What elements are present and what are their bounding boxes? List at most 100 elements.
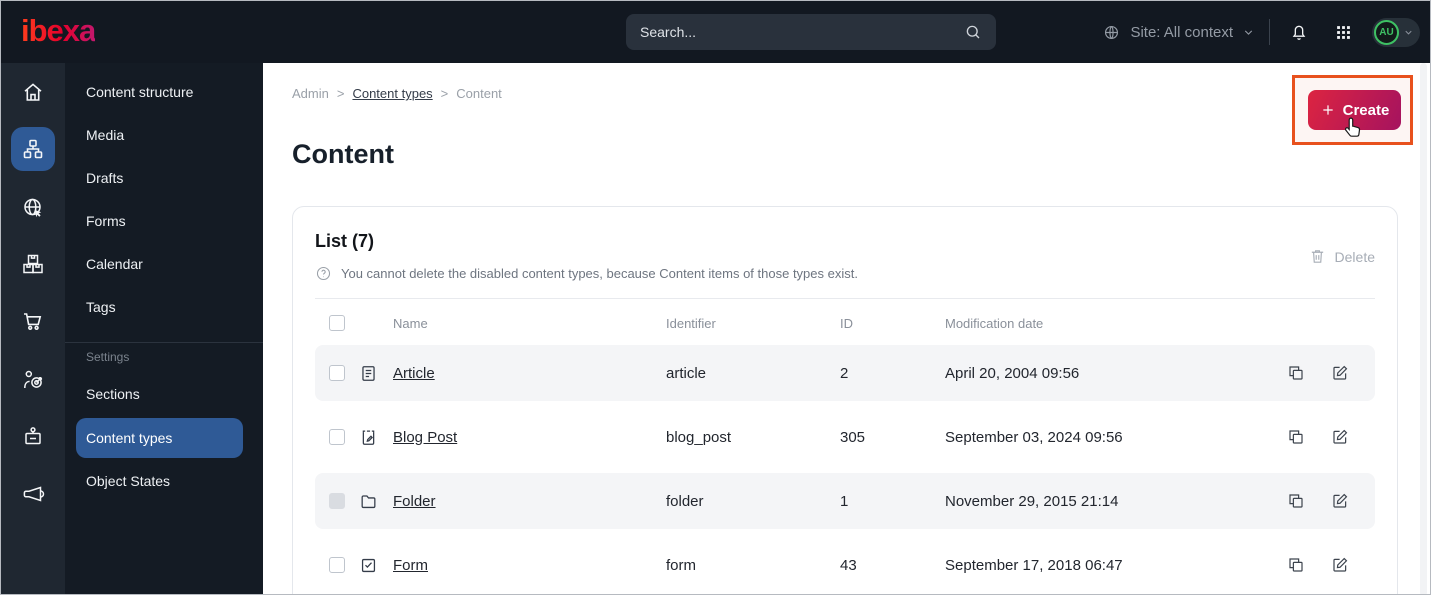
scrollbar[interactable] xyxy=(1420,63,1427,594)
sidebar-item-media[interactable]: Media xyxy=(65,121,263,149)
row-actions xyxy=(1279,428,1375,446)
sidebar-item-forms[interactable]: Forms xyxy=(65,207,263,235)
page-title: Content xyxy=(292,139,394,169)
cart-icon[interactable] xyxy=(21,309,45,333)
create-button[interactable]: Create xyxy=(1308,90,1401,130)
edit-icon[interactable] xyxy=(1331,364,1349,382)
row-actions xyxy=(1279,492,1375,510)
sidebar-item-calendar[interactable]: Calendar xyxy=(65,250,263,278)
sidebar-item-label: Forms xyxy=(86,213,126,229)
edit-icon[interactable] xyxy=(1331,492,1349,510)
row-checkbox[interactable] xyxy=(329,429,345,445)
main-content: Admin > Content types > Content Create C… xyxy=(263,63,1430,594)
site-context-label: Site: All context xyxy=(1130,23,1233,41)
row-checkbox-disabled xyxy=(329,493,345,509)
table-row: Folder folder 1 November 29, 2015 21:14 xyxy=(315,473,1375,529)
megaphone-icon[interactable] xyxy=(21,482,45,506)
row-actions xyxy=(1279,556,1375,574)
global-search[interactable] xyxy=(626,14,996,50)
panel-hint: You cannot delete the disabled content t… xyxy=(315,265,1375,282)
column-header-name: Name xyxy=(393,315,428,331)
row-checkbox[interactable] xyxy=(329,365,345,381)
ibexa-logo[interactable]: ibexa xyxy=(21,13,96,48)
annotation-highlight: Create xyxy=(1292,75,1413,145)
id-cell: 43 xyxy=(840,556,857,574)
content-tree-icon[interactable] xyxy=(21,137,45,161)
trash-icon xyxy=(1309,248,1326,265)
breadcrumb-admin[interactable]: Admin xyxy=(292,86,329,101)
search-input[interactable] xyxy=(640,24,964,40)
table-row: Article article 2 April 20, 2004 09:56 xyxy=(315,345,1375,401)
avatar: AU xyxy=(1374,19,1399,45)
sidebar-item-drafts[interactable]: Drafts xyxy=(65,164,263,192)
copy-icon[interactable] xyxy=(1287,428,1305,446)
modification-date-cell: September 17, 2018 06:47 xyxy=(945,556,1123,574)
panel-hint-text: You cannot delete the disabled content t… xyxy=(341,266,858,281)
identifier-cell: form xyxy=(666,556,696,574)
sidebar-settings-label: Settings xyxy=(86,350,130,364)
topbar-divider xyxy=(1269,19,1270,45)
delete-button[interactable]: Delete xyxy=(1309,248,1375,265)
article-icon xyxy=(359,364,378,383)
sidebar-item-label: Tags xyxy=(86,299,116,315)
copy-icon[interactable] xyxy=(1287,556,1305,574)
modification-date-cell: November 29, 2015 21:14 xyxy=(945,492,1119,510)
user-menu[interactable]: AU xyxy=(1372,17,1420,47)
site-context-switcher[interactable]: Site: All context xyxy=(1102,23,1255,42)
content-types-panel: List (7) Delete You cannot delete the di… xyxy=(292,206,1398,594)
edit-icon[interactable] xyxy=(1331,428,1349,446)
globe-icon xyxy=(1102,23,1121,42)
sidebar-item-object-states[interactable]: Object States xyxy=(65,467,263,495)
home-icon[interactable] xyxy=(21,80,45,104)
chevron-down-icon xyxy=(1403,27,1414,38)
search-icon[interactable] xyxy=(964,23,982,41)
question-circle-icon xyxy=(315,265,332,282)
copy-icon[interactable] xyxy=(1287,364,1305,382)
content-type-link[interactable]: Form xyxy=(393,556,428,574)
badge-icon[interactable] xyxy=(21,425,45,449)
edit-icon[interactable] xyxy=(1331,556,1349,574)
select-all-checkbox[interactable] xyxy=(329,315,345,331)
sidebar-item-tags[interactable]: Tags xyxy=(65,293,263,321)
content-type-link[interactable]: Blog Post xyxy=(393,428,458,446)
breadcrumb-separator: > xyxy=(440,86,449,101)
create-button-label: Create xyxy=(1342,101,1390,119)
copy-icon[interactable] xyxy=(1287,492,1305,510)
audience-target-icon[interactable] xyxy=(21,368,45,392)
sidebar-item-sections[interactable]: Sections xyxy=(65,380,263,408)
sidebar-item-label: Sections xyxy=(86,386,140,402)
breadcrumb-current: Content xyxy=(456,86,502,101)
product-boxes-icon[interactable] xyxy=(21,252,45,276)
sidebar-item-label: Media xyxy=(86,127,125,143)
sidebar-menu: Content structure Media Drafts Forms Cal… xyxy=(65,63,263,594)
sidebar-divider xyxy=(65,342,263,343)
column-header-identifier: Identifier xyxy=(666,315,716,331)
sidebar-item-content-structure[interactable]: Content structure xyxy=(65,78,263,106)
column-header-id: ID xyxy=(840,315,853,331)
id-cell: 2 xyxy=(840,364,849,382)
folder-icon xyxy=(359,492,378,511)
identifier-cell: blog_post xyxy=(666,428,732,446)
topbar-right-cluster: Site: All context AU xyxy=(1102,1,1420,63)
delete-button-label: Delete xyxy=(1334,248,1375,265)
column-header-modification-date: Modification date xyxy=(945,315,1044,331)
blog-post-icon xyxy=(359,428,378,447)
sidebar-item-content-types[interactable]: Content types xyxy=(76,418,243,458)
sidebar-item-label: Calendar xyxy=(86,256,143,272)
app-grid-icon[interactable] xyxy=(1328,17,1358,47)
breadcrumb-content-types[interactable]: Content types xyxy=(352,86,433,101)
id-cell: 1 xyxy=(840,492,849,510)
chevron-down-icon xyxy=(1242,26,1255,39)
breadcrumb: Admin > Content types > Content xyxy=(292,86,502,101)
icon-rail xyxy=(1,63,65,594)
notifications-bell-icon[interactable] xyxy=(1284,17,1314,47)
id-cell: 305 xyxy=(840,428,866,446)
table-row: Blog Post blog_post 305 September 03, 20… xyxy=(315,409,1375,465)
top-bar: ibexa Site: All context xyxy=(1,1,1430,63)
content-type-link[interactable]: Folder xyxy=(393,492,436,510)
row-checkbox[interactable] xyxy=(329,557,345,573)
sidebar-item-label: Content types xyxy=(86,430,173,446)
content-type-link[interactable]: Article xyxy=(393,364,435,382)
site-globe-icon[interactable] xyxy=(21,196,45,220)
